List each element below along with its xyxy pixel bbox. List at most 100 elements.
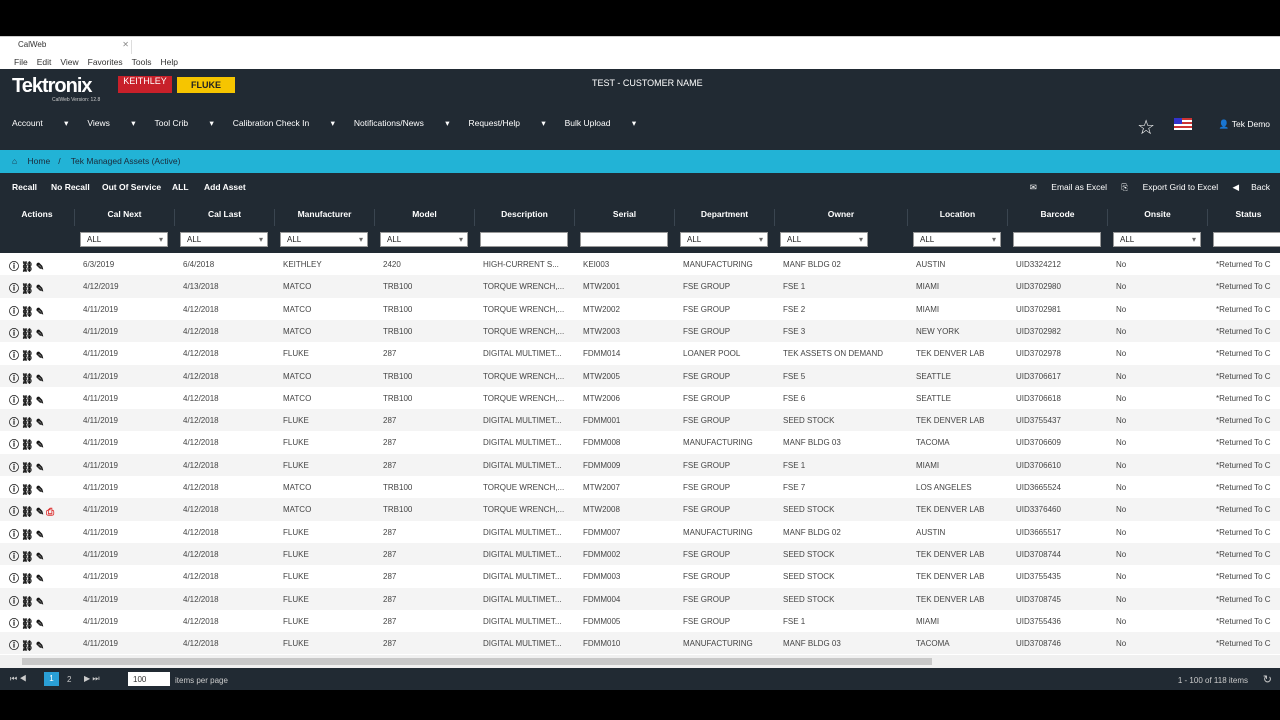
table-row[interactable]: ⓘ ⛓ ✎ 4/11/2019 4/12/2018 MATCO TRB100 TORQUE W…	[0, 319, 1280, 343]
toolbar-out-of-service-button[interactable]: Out Of Service	[102, 182, 162, 192]
pdf-icon[interactable]: ⎙	[46, 507, 55, 519]
nav-tool-crib[interactable]: Tool Crib ▾	[154, 118, 214, 128]
breadcrumb-home[interactable]: Home	[27, 156, 51, 166]
binoculars-icon[interactable]: ⛓	[21, 641, 34, 653]
table-row[interactable]: ⓘ ⛓ ✎ 6/3/2019 6/4/2018 KEITHLEY 2420 HIGH-CURR…	[0, 253, 1280, 275]
edit-pencil-icon[interactable]: ✎	[35, 507, 45, 519]
filter-manufacturer[interactable]: ALL	[280, 232, 368, 247]
binoculars-icon[interactable]: ⛓	[21, 395, 34, 407]
info-icon[interactable]: ⓘ	[9, 328, 19, 340]
column-header-serial[interactable]: Serial	[575, 209, 675, 227]
filter-owner[interactable]: ALL	[780, 232, 868, 247]
menu-file[interactable]: File	[14, 57, 28, 67]
table-row[interactable]: ⓘ ⛓ ✎ 4/11/2019 4/12/2018 MATCO TRB100 TORQUE W…	[0, 476, 1280, 498]
info-icon[interactable]: ⓘ	[9, 440, 19, 452]
table-row[interactable]: ⓘ ⛓ ✎ 4/11/2019 4/12/2018 FLUKE 287 DIGITAL MUL…	[0, 610, 1280, 632]
menu-edit[interactable]: Edit	[36, 57, 52, 67]
column-header-onsite[interactable]: Onsite	[1108, 209, 1208, 227]
binoculars-icon[interactable]: ⛓	[21, 440, 34, 452]
info-icon[interactable]: ⓘ	[9, 529, 19, 541]
edit-pencil-icon[interactable]: ✎	[35, 596, 45, 608]
back-button[interactable]: ◀ Back	[1232, 182, 1270, 192]
nav-calibration-check-in[interactable]: Calibration Check In ▾	[232, 118, 335, 128]
binoculars-icon[interactable]: ⛓	[21, 306, 34, 318]
us-flag-icon[interactable]	[1174, 118, 1192, 130]
pager-nav-icons[interactable]: ⏮ ◀	[10, 674, 27, 683]
email-excel-button[interactable]: ✉ Email as Excel	[1029, 182, 1108, 192]
toolbar-recall-button[interactable]: Recall	[12, 182, 38, 192]
nav-views[interactable]: Views ▾	[87, 118, 136, 128]
table-row[interactable]: ⓘ ⛓ ✎ 4/11/2019 4/12/2018 MATCO TRB100 TORQUE W…	[0, 387, 1280, 409]
menu-help[interactable]: Help	[160, 57, 178, 67]
edit-pencil-icon[interactable]: ✎	[35, 328, 45, 340]
column-header-manufacturer[interactable]: Manufacturer	[275, 209, 375, 227]
close-tab-icon[interactable]: ✕	[122, 40, 129, 49]
edit-pencil-icon[interactable]: ✎	[35, 485, 45, 496]
filter-model[interactable]: ALL	[380, 232, 468, 247]
toolbar-no-recall-button[interactable]: No Recall	[51, 182, 90, 192]
info-icon[interactable]: ⓘ	[9, 485, 19, 496]
edit-pencil-icon[interactable]: ✎	[35, 351, 45, 363]
edit-pencil-icon[interactable]: ✎	[35, 373, 45, 385]
info-icon[interactable]: ⓘ	[9, 306, 19, 318]
info-icon[interactable]: ⓘ	[9, 373, 19, 385]
column-header-department[interactable]: Department	[675, 209, 775, 227]
horizontal-scrollbar[interactable]	[0, 655, 1280, 668]
binoculars-icon[interactable]: ⛓	[21, 618, 34, 630]
binoculars-icon[interactable]: ⛓	[21, 328, 34, 340]
edit-pencil-icon[interactable]: ✎	[35, 618, 45, 630]
binoculars-icon[interactable]: ⛓	[21, 485, 34, 496]
edit-pencil-icon[interactable]: ✎	[35, 395, 45, 407]
column-header-owner[interactable]: Owner	[775, 209, 908, 227]
table-row[interactable]: ⓘ ⛓ ✎ 4/11/2019 4/12/2018 FLUKE 287 DIGITAL MUL…	[0, 565, 1280, 587]
nav-request-help[interactable]: Request/Help ▾	[468, 118, 546, 128]
export-excel-button[interactable]: ⎘ Export Grid to Excel	[1121, 182, 1219, 192]
edit-pencil-icon[interactable]: ✎	[35, 574, 45, 586]
column-header-barcode[interactable]: Barcode	[1008, 209, 1108, 227]
info-icon[interactable]: ⓘ	[9, 262, 19, 273]
binoculars-icon[interactable]: ⛓	[21, 462, 34, 474]
table-row[interactable]: ⓘ ⛓ ✎ 4/12/2019 4/13/2018 MATCO TRB100 TORQUE W…	[0, 275, 1280, 298]
info-icon[interactable]: ⓘ	[9, 351, 19, 363]
edit-pencil-icon[interactable]: ✎	[35, 551, 45, 563]
column-header-cal-next[interactable]: Cal Next	[75, 209, 175, 227]
user-menu[interactable]: 👤 Tek Demo	[1218, 119, 1270, 129]
table-row[interactable]: ⓘ ⛓ ✎ 4/11/2019 4/12/2018 FLUKE 287 DIGITAL MUL…	[0, 632, 1280, 655]
page-1[interactable]: 1	[44, 672, 59, 686]
edit-pencil-icon[interactable]: ✎	[35, 462, 45, 474]
info-icon[interactable]: ⓘ	[9, 284, 19, 296]
menu-view[interactable]: View	[60, 57, 79, 67]
table-row[interactable]: ⓘ ⛓ ✎ 4/11/2019 4/12/2018 MATCO TRB100 TORQUE W…	[0, 364, 1280, 387]
edit-pencil-icon[interactable]: ✎	[35, 418, 45, 430]
filter-serial[interactable]	[580, 232, 668, 247]
pager-next-icons[interactable]: ▶ ⏭	[84, 674, 100, 683]
column-header-model[interactable]: Model	[375, 209, 475, 227]
table-row[interactable]: ⓘ ⛓ ✎ 4/11/2019 4/12/2018 FLUKE 287 DIGITAL MUL…	[0, 409, 1280, 432]
table-row[interactable]: ⓘ ⛓ ✎ 4/11/2019 4/12/2018 FLUKE 287 DIGITAL MUL…	[0, 542, 1280, 566]
column-header-location[interactable]: Location	[908, 209, 1008, 227]
filter-onsite[interactable]: ALL	[1113, 232, 1201, 247]
binoculars-icon[interactable]: ⛓	[21, 351, 34, 363]
nav-account[interactable]: Account ▾	[12, 118, 69, 128]
filter-status[interactable]	[1213, 232, 1280, 247]
filter-cal-last[interactable]: ALL	[180, 232, 268, 247]
table-row[interactable]: ⓘ ⛓ ✎ 4/11/2019 4/12/2018 FLUKE 287 DIGITAL MUL…	[0, 342, 1280, 364]
table-row[interactable]: ⓘ ⛓ ✎ 4/11/2019 4/12/2018 FLUKE 287 DIGITAL MUL…	[0, 431, 1280, 453]
edit-pencil-icon[interactable]: ✎	[35, 306, 45, 318]
table-row[interactable]: ⓘ ⛓ ✎ 4/11/2019 4/12/2018 MATCO TRB100 TORQUE W…	[0, 298, 1280, 320]
filter-department[interactable]: ALL	[680, 232, 768, 247]
info-icon[interactable]: ⓘ	[9, 395, 19, 407]
toolbar-all-button[interactable]: ALL	[172, 182, 189, 192]
filter-description[interactable]	[480, 232, 568, 247]
info-icon[interactable]: ⓘ	[9, 641, 19, 653]
table-row[interactable]: ⓘ ⛓ ✎ 4/11/2019 4/12/2018 FLUKE 287 DIGITAL MUL…	[0, 587, 1280, 610]
edit-pencil-icon[interactable]: ✎	[35, 262, 45, 273]
scrollbar-thumb[interactable]	[22, 658, 932, 665]
column-header-description[interactable]: Description	[475, 209, 575, 227]
binoculars-icon[interactable]: ⛓	[21, 574, 34, 586]
menu-favorites[interactable]: Favorites	[87, 57, 123, 67]
binoculars-icon[interactable]: ⛓	[21, 596, 34, 608]
info-icon[interactable]: ⓘ	[9, 462, 19, 474]
filter-barcode[interactable]	[1013, 232, 1101, 247]
refresh-icon[interactable]: ↻	[1262, 674, 1272, 686]
